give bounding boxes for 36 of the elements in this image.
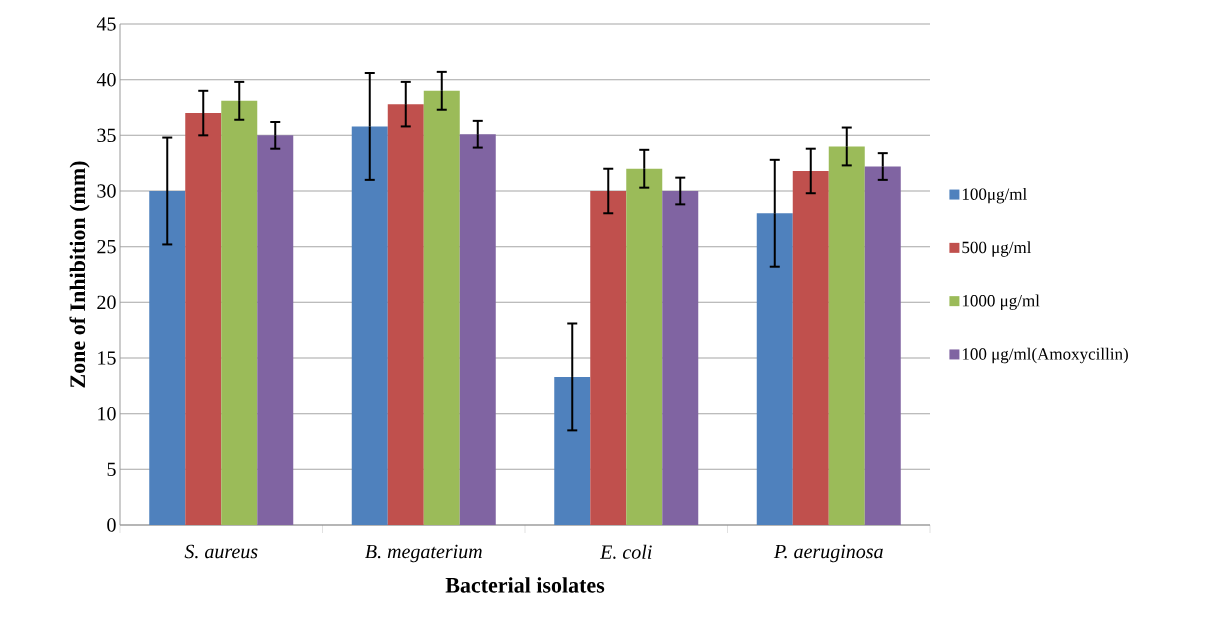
bar	[351, 126, 388, 525]
y-axis-title: Zone of Inhibition (mm)	[69, 161, 90, 388]
y-tick-label: 0	[107, 518, 116, 532]
y-tick-label: 10	[98, 406, 116, 421]
bar	[257, 135, 294, 525]
y-tick-label: 40	[96, 72, 116, 87]
x-tick-label: P. aeruginosa	[773, 544, 883, 563]
bar	[626, 168, 663, 525]
bar	[185, 113, 222, 525]
bar	[864, 166, 901, 525]
bar	[828, 146, 865, 525]
bar	[423, 90, 460, 525]
bar	[387, 104, 424, 525]
legend-label: 100 μg/ml(Amoxycillin)	[962, 347, 1128, 364]
bar	[662, 191, 699, 525]
x-tick-label: B. megaterium	[365, 544, 482, 563]
x-axis-title: Bacterial isolates	[445, 577, 605, 593]
bar	[756, 213, 793, 525]
y-tick-label: 20	[97, 295, 116, 310]
y-tick-label: 5	[107, 462, 116, 476]
y-tick-label: 25	[97, 239, 116, 254]
bar	[149, 191, 186, 525]
bar	[590, 191, 627, 525]
bar	[792, 170, 829, 525]
legend-label: 100μg/ml	[962, 187, 1027, 204]
x-tick-label: S. aureus	[184, 544, 258, 559]
legend-label: 500 μg/ml	[962, 241, 1032, 257]
bar	[554, 376, 591, 525]
y-tick-label: 35	[97, 128, 116, 143]
y-tick-label: 45	[96, 17, 116, 31]
legend-label: 1000 μg/ml	[962, 294, 1040, 310]
bar	[459, 134, 496, 525]
bar	[221, 100, 258, 525]
y-tick-label: 15	[98, 351, 116, 365]
x-tick-label: E. coli	[599, 544, 652, 559]
y-tick-label: 30	[97, 184, 116, 198]
